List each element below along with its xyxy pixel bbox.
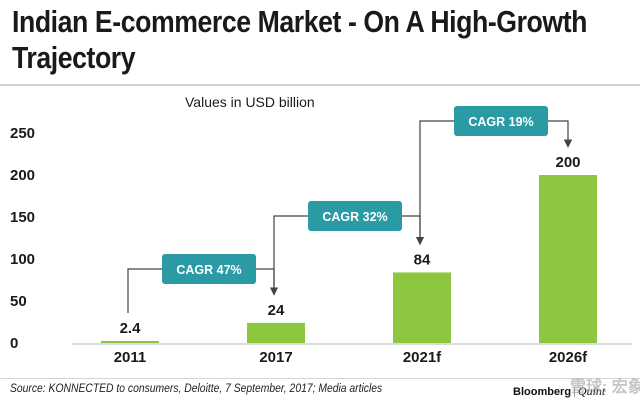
- y-tick-label: 0: [10, 335, 18, 352]
- watermark: 雪球: 宏象网: [570, 379, 640, 396]
- y-axis: 0 50 100 150 200 250: [10, 125, 35, 352]
- brand-primary: Bloomberg: [513, 386, 572, 398]
- bar-2021f: [393, 272, 451, 343]
- chart-title-line-1: Indian E-commerce Market - On A High-Gro…: [12, 4, 588, 39]
- cagr-label-3: CAGR 19%: [468, 115, 533, 129]
- y-tick-label: 100: [10, 251, 35, 268]
- header-divider: [0, 84, 640, 86]
- bars: 2.4 24 84 200: [101, 154, 597, 343]
- cagr-box-2: [308, 201, 402, 231]
- chart-title: Indian E-commerce Market - On A High-Gro…: [12, 4, 588, 76]
- footer-divider: [0, 378, 640, 379]
- chart-title-line-2: Trajectory: [12, 40, 136, 75]
- y-tick-label: 50: [10, 293, 27, 310]
- data-label-2017: 24: [268, 302, 285, 319]
- x-axis: 2011 2017 2021f 2026f: [72, 343, 632, 366]
- cagr-box-1: [162, 254, 256, 284]
- x-tick-label-2011: 2011: [114, 349, 147, 366]
- y-tick-label: 150: [10, 209, 35, 226]
- brand-secondary: Quint: [577, 384, 606, 398]
- bar-2017: [247, 322, 305, 343]
- y-tick-label: 250: [10, 125, 35, 142]
- x-tick-label-2026f: 2026f: [549, 349, 588, 366]
- x-tick-label-2021f: 2021f: [403, 349, 442, 366]
- bar-2026f: [539, 175, 597, 343]
- brand-logo: Bloomberg | Quint: [513, 384, 606, 398]
- bar-2011: [101, 340, 159, 343]
- cagr-annotations: CAGR 47% CAGR 32% CAGR 19%: [162, 106, 548, 284]
- data-label-2021f: 84: [414, 251, 431, 268]
- data-label-2011: 2.4: [120, 320, 142, 337]
- y-tick-label: 200: [10, 167, 35, 184]
- x-tick-label-2017: 2017: [259, 349, 292, 366]
- cagr-label-2: CAGR 32%: [322, 210, 387, 224]
- data-label-2026f: 200: [555, 154, 580, 171]
- cagr-label-1: CAGR 47%: [176, 263, 241, 277]
- bar-chart: 0 50 100 150 200 250 2.4 24 84 200 2011 2017 2021f…: [10, 94, 632, 366]
- source-note: Source: KONNECTED to consumers, Deloitte…: [10, 383, 383, 395]
- chart-subtitle: Values in USD billion: [185, 94, 315, 110]
- cagr-box-3: [454, 106, 548, 136]
